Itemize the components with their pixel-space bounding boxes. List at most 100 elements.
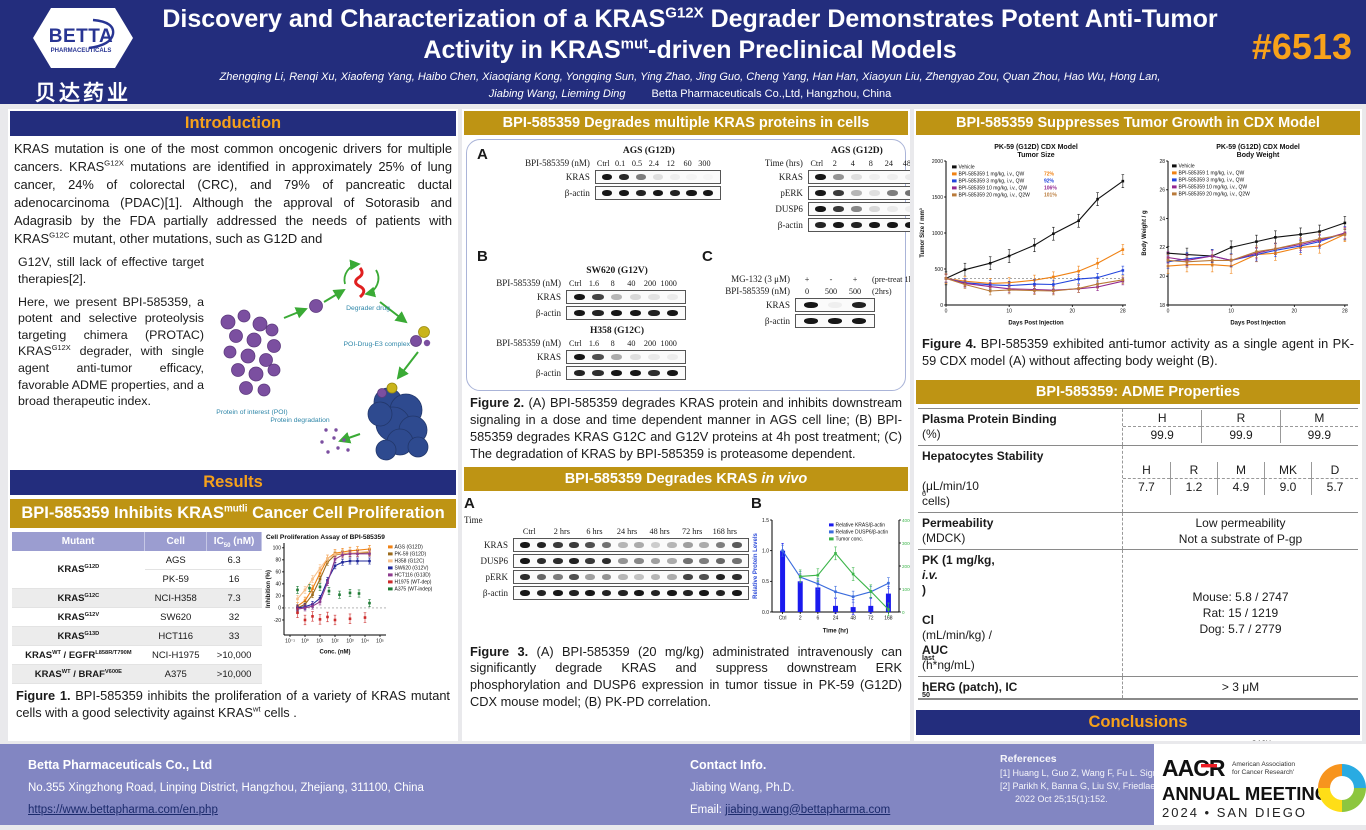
references-heading: References	[1000, 753, 1057, 765]
fig2-panel: A AGS (G12D) BPI-585359 (nM) Ctrl 0.1 0.5 2.4…	[466, 139, 910, 391]
svg-text:BPI-585359 10 mg/kg, i.v., QW: BPI-585359 10 mg/kg, i.v., QW	[959, 185, 1028, 191]
section-fig4-header: BPI-585359 Suppresses Tumor Growth in CD…	[916, 111, 1360, 135]
figure1-caption: Figure 1. BPI-585359 inhibits the prolif…	[16, 688, 450, 721]
degraded-fragments	[320, 428, 350, 455]
section-adme-header: BPI-585359: ADME Properties	[916, 379, 1360, 404]
svg-text:10³: 10³	[346, 639, 354, 645]
svg-text:168: 168	[884, 615, 893, 621]
svg-text:2000: 2000	[932, 159, 943, 165]
svg-text:Cell Proliferation Assay of BP: Cell Proliferation Assay of BPI-585359	[266, 534, 385, 541]
svg-text:Days Post Injection: Days Post Injection	[1008, 321, 1064, 327]
svg-text:Inhibition (%): Inhibition (%)	[266, 570, 272, 608]
svg-text:BPI-585359 3 mg/kg, i.v., QW: BPI-585359 3 mg/kg, i.v., QW	[959, 178, 1025, 184]
svg-text:BPI-585359 20 mg/kg, i.v., Q2W: BPI-585359 20 mg/kg, i.v., Q2W	[959, 192, 1031, 198]
panel-c-label: C	[702, 248, 713, 265]
intro-paragraph-2: G12V, still lack of effective target the…	[18, 255, 204, 286]
figure4-caption: Figure 4. BPI-585359 exhibited anti-tumo…	[922, 336, 1354, 368]
svg-text:0: 0	[1167, 309, 1170, 315]
adme-table: Plasma Protein Binding (%) H R M 99.9 99.9 99.…	[918, 407, 1358, 700]
svg-text:20: 20	[1070, 309, 1076, 315]
svg-text:40: 40	[275, 582, 281, 588]
svg-text:20: 20	[1159, 274, 1165, 280]
section-introduction-header: Introduction	[10, 111, 456, 136]
svg-text:Tumor Size / mm³: Tumor Size / mm³	[919, 208, 926, 258]
svg-text:1000: 1000	[902, 586, 910, 591]
aacr-brand-text: AACR	[1162, 755, 1226, 781]
tumor-size-chart: 0 500 1000 1500 2000 0 10 20 28 PK-59 (G12D) CDX …	[918, 141, 1132, 332]
complex-drug-piece	[386, 382, 398, 394]
authors-list: Zhengqing Li, Renqi Xu, Xiaofeng Yang, H…	[219, 71, 1161, 100]
email-label: Email:	[690, 803, 726, 816]
betta-logo: BETTA PHARMACEUTICALS 贝达药业	[24, 6, 142, 107]
betta-logo-hexagon: BETTA PHARMACEUTICALS	[33, 8, 133, 68]
svg-text:60: 60	[275, 570, 281, 576]
logo-brand: BETTA	[49, 26, 113, 47]
svg-text:PK-59 (G12D): PK-59 (G12D)	[395, 552, 427, 558]
svg-text:20: 20	[1292, 309, 1298, 315]
svg-text:10⁰: 10⁰	[301, 639, 309, 645]
svg-text:20: 20	[275, 594, 281, 600]
table-row: KRASG12D AGS 6.3	[12, 551, 262, 590]
conclusions-list: BPI-585359 is a potent and selective deg…	[922, 739, 1354, 741]
company-name: Betta Pharmaceuticals Co., Ltd	[28, 758, 213, 772]
aacr-logo: AACR American Association for Cancer Res…	[1154, 744, 1366, 825]
svg-text:101%: 101%	[1044, 192, 1057, 198]
section-results-header: Results	[10, 470, 456, 496]
fig3-panel-a-label: A	[464, 494, 475, 512]
contact-email-link[interactable]: jiabing.wang@bettapharma.com	[725, 803, 891, 816]
svg-text:6: 6	[816, 615, 819, 621]
svg-text:Relative KRAS/β-actin: Relative KRAS/β-actin	[836, 522, 886, 528]
svg-text:BPI-585359 20 mg/kg, i.v., Q2W: BPI-585359 20 mg/kg, i.v., Q2W	[1179, 191, 1251, 197]
poster-title-line2: Activity in KRASmut-driven Preclinical M…	[423, 35, 957, 64]
aacr-red-dash	[1201, 764, 1217, 768]
svg-text:26: 26	[1159, 188, 1165, 194]
blot-ags-dose: AGS (G12D) BPI-585359 (nM) Ctrl 0.1 0.5 2.4 12…	[502, 146, 721, 202]
svg-text:0: 0	[278, 606, 281, 612]
adme-row: hERG (patch), IC 50 > 3 μM	[918, 675, 1358, 698]
svg-text:10²: 10²	[331, 639, 339, 645]
svg-text:HCT116 (G13D): HCT116 (G13D)	[395, 573, 431, 579]
panel-b-label: B	[477, 248, 488, 265]
blot-h358: H358 (G12C) BPI-585359 (nM) Ctrl 1.6 8 40 200 1…	[477, 326, 686, 380]
contact-name: Jiabing Wang, Ph.D.	[690, 781, 795, 794]
svg-text:500: 500	[935, 267, 944, 273]
company-address: No.355 Xingzhong Road, Linping District,…	[28, 781, 424, 794]
svg-text:Time (hr): Time (hr)	[823, 628, 849, 634]
svg-text:10: 10	[1006, 309, 1012, 315]
svg-text:BPI-585359 1 mg/kg, i.v., QW: BPI-585359 1 mg/kg, i.v., QW	[959, 171, 1025, 177]
svg-text:Conc. (nM): Conc. (nM)	[320, 650, 351, 656]
proliferation-chart: -20 0 20 40 60 80 100 10⁻¹ 10⁰ 10¹ 10² 10³ 10⁴ 10⁵ Cel…	[264, 532, 458, 661]
svg-text:-20: -20	[274, 618, 281, 624]
figure3-caption: Figure 3. (A) BPI-585359 (20 mg/kg) admi…	[470, 643, 902, 710]
svg-text:92%: 92%	[1044, 178, 1055, 184]
ic50-table: Mutant Cell IC50 (nM) KRASG12D AGS 6.3 PK-59 16…	[12, 532, 262, 685]
svg-text:Vehicle: Vehicle	[959, 164, 975, 170]
svg-text:PK-59 (G12D) CDX Model: PK-59 (G12D) CDX Model	[1216, 144, 1300, 151]
poster-header: BETTA PHARMACEUTICALS 贝达药业 Discovery and…	[0, 0, 1366, 107]
adme-row: PK (1 mg/kg, i.v.) Cl (mL/min/kg) / AUC la…	[918, 548, 1358, 676]
aacr-annual-meeting: ANNUAL MEETING	[1162, 783, 1329, 804]
svg-text:A375 (WT-indep): A375 (WT-indep)	[395, 587, 433, 593]
svg-text:Body Weight / g: Body Weight / g	[1142, 210, 1148, 256]
company-info: Betta Pharmaceuticals Co., Ltd No.355 Xi…	[28, 754, 668, 821]
svg-text:10⁻¹: 10⁻¹	[285, 639, 295, 645]
table-row: KRASWT / BRAFV600E A375 >10,000	[12, 664, 262, 685]
svg-text:0: 0	[940, 303, 943, 309]
svg-text:10: 10	[1228, 309, 1234, 315]
svg-text:4000: 4000	[902, 517, 910, 522]
poster-title-line1: Discovery and Characterization of a KRAS…	[162, 4, 1218, 33]
svg-text:24: 24	[833, 615, 839, 621]
svg-text:AGS (G12D): AGS (G12D)	[395, 545, 424, 551]
svg-text:BPI-585359 1 mg/kg, i.v., QW: BPI-585359 1 mg/kg, i.v., QW	[1179, 170, 1245, 176]
svg-text:80: 80	[275, 558, 281, 564]
svg-text:Body Weight: Body Weight	[1237, 152, 1280, 159]
svg-text:72: 72	[868, 615, 874, 621]
affiliation: Betta Pharmaceuticals Co.,Ltd, Hangzhou,…	[651, 87, 892, 100]
svg-text:48: 48	[850, 615, 856, 621]
svg-text:Days Post Injection: Days Post Injection	[1230, 321, 1286, 327]
company-url-link[interactable]: https://www.bettapharma.com/en.php	[28, 803, 218, 816]
contact-heading: Contact Info.	[690, 758, 767, 772]
svg-text:0: 0	[902, 609, 905, 614]
logo-sub: PHARMACEUTICALS	[51, 48, 112, 54]
svg-text:1500: 1500	[932, 195, 943, 201]
